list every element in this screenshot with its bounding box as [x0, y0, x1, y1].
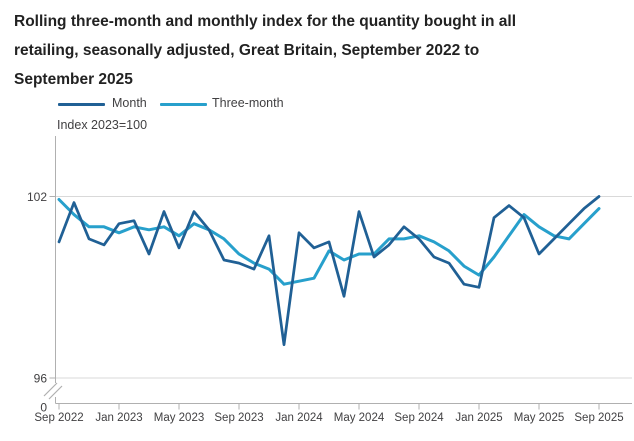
x-tick-label: Sep 2024	[394, 412, 444, 424]
legend-swatch-three-month-line	[160, 103, 207, 106]
chart-title-line1: Rolling three-month and monthly index fo…	[14, 13, 517, 30]
axis-break-slash	[48, 385, 63, 400]
x-tick-label: Jan 2023	[95, 412, 142, 424]
legend-swatch-month-line	[58, 103, 105, 106]
x-tick-label: Sep 2022	[34, 412, 83, 424]
legend: Month Three-month	[0, 96, 634, 112]
chart-title-line3: September 2025	[14, 71, 133, 88]
y-tick-label: 96	[34, 372, 48, 386]
axis-break-slash	[43, 382, 58, 397]
x-tick-label: Sep 2023	[214, 412, 263, 424]
chart-title-line2: retailing, seasonally adjusted, Great Br…	[14, 42, 480, 59]
x-tick-label: Jan 2025	[455, 412, 502, 424]
y-tick-label: 102	[27, 190, 47, 204]
x-tick-label: May 2025	[514, 412, 565, 424]
y-tick-label: 0	[40, 401, 47, 415]
x-tick-label: Jan 2024	[275, 412, 323, 424]
x-tick-label: Sep 2025	[574, 412, 623, 424]
month-line-series	[57, 195, 601, 347]
y-axis-unit-label: Index 2023=100	[57, 118, 148, 132]
chart-title: Rolling three-month and monthly index fo…	[14, 7, 620, 94]
legend-label-month: Month	[112, 96, 147, 110]
three-month-line-series	[57, 198, 601, 286]
x-tick-label: May 2024	[334, 412, 385, 424]
legend-label-three-month: Three-month	[212, 96, 284, 110]
x-tick-label: May 2023	[154, 412, 205, 424]
